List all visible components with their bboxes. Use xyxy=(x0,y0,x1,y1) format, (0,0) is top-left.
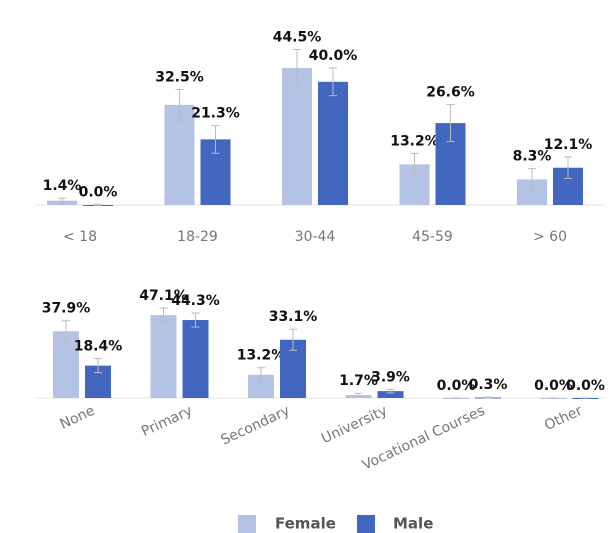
legend-swatch xyxy=(238,515,256,533)
data-label: 3.9% xyxy=(371,369,410,385)
bar xyxy=(377,391,404,398)
x-tick-label: < 18 xyxy=(63,229,97,245)
bar xyxy=(164,104,195,205)
x-tick-label: None xyxy=(58,403,98,433)
data-label: 0.3% xyxy=(469,377,508,393)
bar xyxy=(318,81,348,205)
data-label: 32.5% xyxy=(155,70,204,86)
data-label: 21.3% xyxy=(191,106,240,122)
data-label: 1.4% xyxy=(43,178,82,194)
x-tick-label: 30-44 xyxy=(295,229,336,245)
bar xyxy=(282,67,312,205)
bar xyxy=(53,331,79,398)
legend-label: Female xyxy=(275,515,336,533)
bar xyxy=(182,320,209,398)
legend-swatch xyxy=(357,515,375,533)
legend-label: Male xyxy=(393,515,433,533)
bar xyxy=(150,315,177,398)
data-label: 13.2% xyxy=(237,348,286,364)
data-label: 44.5% xyxy=(273,29,322,45)
data-label: 0.0% xyxy=(566,378,605,394)
data-label: 0.0% xyxy=(79,184,118,200)
bar xyxy=(248,374,274,398)
x-tick-label: Other xyxy=(542,403,585,434)
data-label: 0.0% xyxy=(437,378,476,394)
data-label: 44.3% xyxy=(171,293,220,309)
data-label: 37.9% xyxy=(42,301,91,317)
x-tick-label: > 60 xyxy=(533,229,567,245)
data-label: 1.7% xyxy=(339,373,378,389)
data-label: 26.6% xyxy=(426,85,475,101)
x-tick-label: 18-29 xyxy=(177,229,218,245)
data-label: 0.0% xyxy=(534,378,573,394)
x-tick-label: University xyxy=(319,403,390,447)
data-label: 8.3% xyxy=(513,149,552,165)
data-label: 12.1% xyxy=(544,137,593,153)
data-label: 47.1% xyxy=(139,288,188,304)
x-tick-label: Primary xyxy=(139,403,195,440)
data-label: 18.4% xyxy=(74,339,123,355)
x-tick-label: 45-59 xyxy=(412,229,453,245)
data-label: 40.0% xyxy=(309,48,358,64)
data-label: 33.1% xyxy=(269,309,318,325)
x-tick-label: Secondary xyxy=(218,403,292,449)
data-label: 13.2% xyxy=(390,134,439,150)
